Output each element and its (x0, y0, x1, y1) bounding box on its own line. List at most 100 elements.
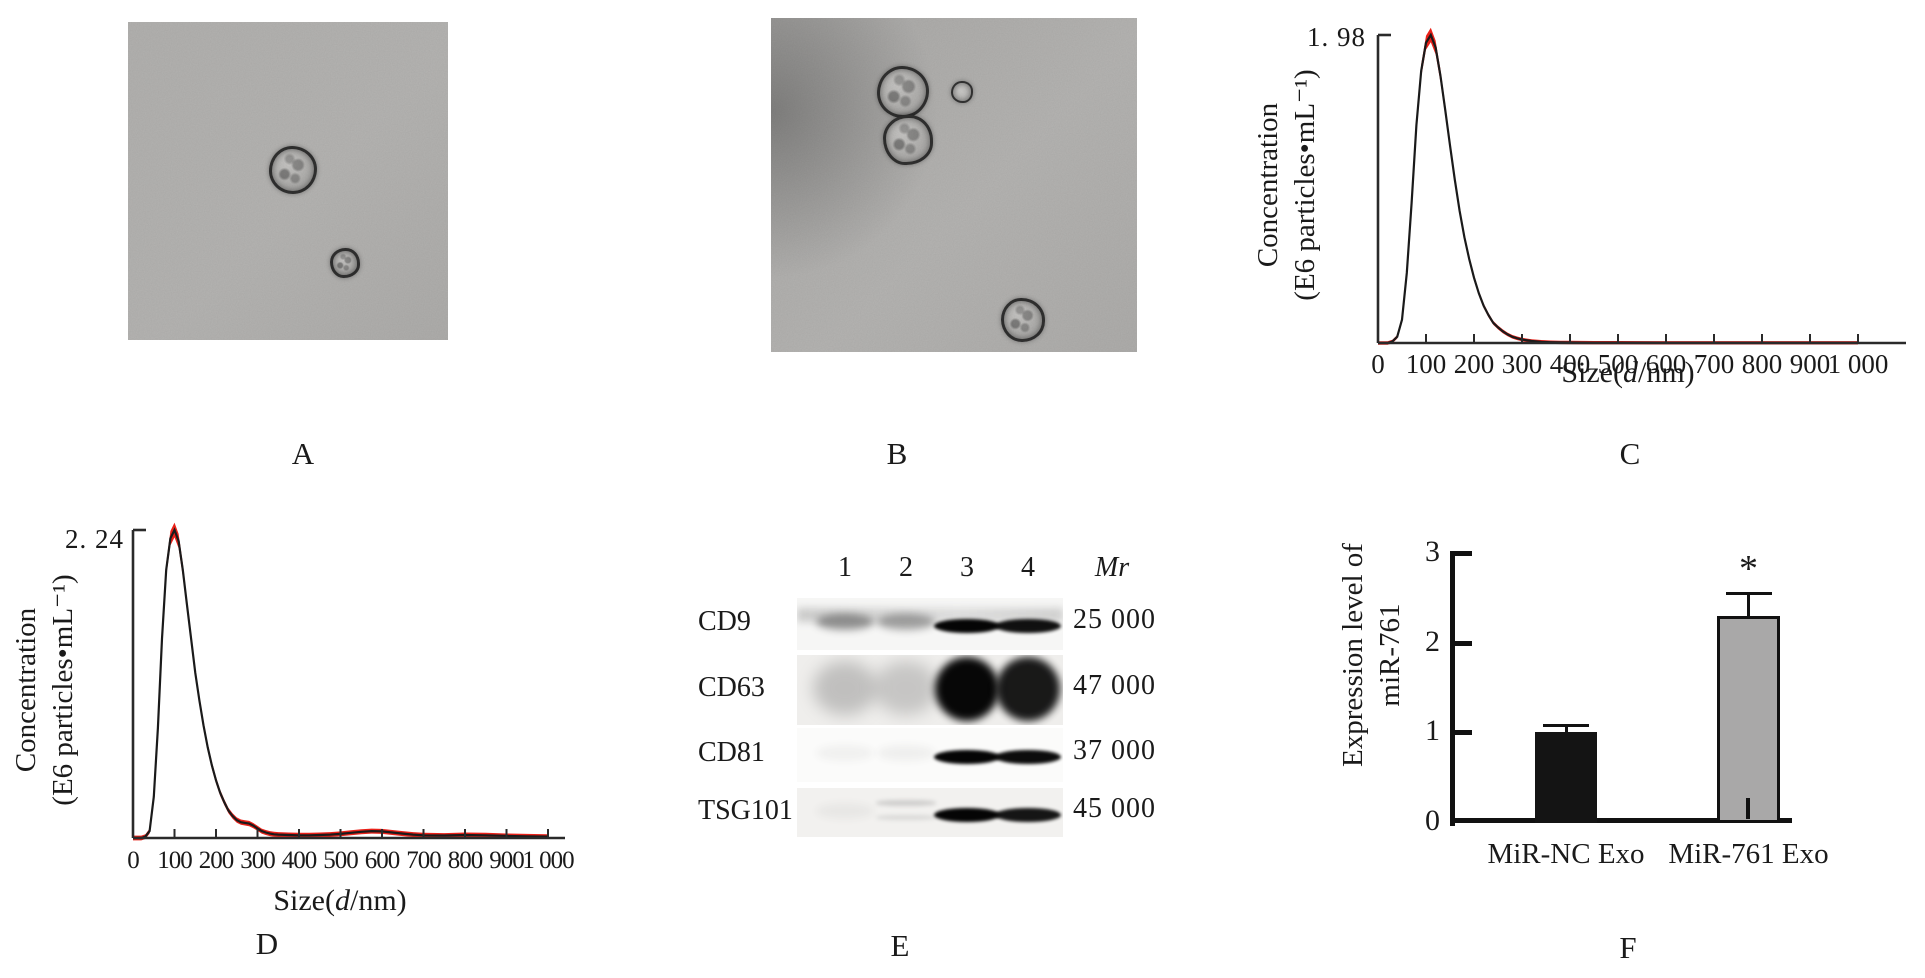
tem-noise-overlay (128, 22, 448, 340)
f-y-axis-label-line2: miR-761 (1374, 603, 1406, 707)
blot-band (934, 619, 1000, 633)
c-x-axis-label: Size(d/nm) (1498, 356, 1758, 390)
c-x-axis-label-post: /nm) (1637, 356, 1695, 389)
x-tick-label: 200 (199, 847, 234, 874)
mr-value: 47 000 (1073, 670, 1156, 701)
significance-asterisk: * (1739, 548, 1758, 591)
d-x-axis-label-pre: Size( (273, 884, 335, 917)
blot-band (813, 661, 877, 715)
blot-strip-cd81 (797, 728, 1063, 782)
blot-band (874, 661, 938, 715)
x-tick-label: 600 (1646, 349, 1687, 379)
x-tick-label: 800 (448, 847, 483, 874)
x-tick-label: 300 (1502, 349, 1543, 379)
blot-band (935, 657, 999, 721)
caption-b: B (886, 436, 908, 471)
mean-line (133, 527, 549, 840)
error-band (1378, 27, 1858, 345)
d-peak-value-label: 2. 24 (65, 524, 124, 554)
x-tick-label: 200 (1454, 349, 1495, 379)
x-tick-label: 500 (323, 847, 358, 874)
lane-header: 4 (1021, 552, 1035, 583)
f-x-axis (1450, 818, 1792, 823)
mr-column-header: Mr (1094, 552, 1130, 583)
c-x-axis-label-pre: Size( (1561, 356, 1623, 389)
mr-value: 45 000 (1073, 792, 1156, 824)
blot-band (816, 745, 874, 761)
blot-row-label: CD81 (698, 737, 765, 768)
x-tick-label: 900 (1790, 349, 1831, 379)
f-y-axis-label-line1: Expression level of (1337, 543, 1369, 767)
x-tick-label: 1 000 (1828, 349, 1889, 379)
d-x-axis-label: Size(d/nm) (205, 884, 475, 918)
blot-smear (797, 608, 1063, 622)
bar-mir-761-exo (1717, 615, 1780, 823)
blot-band (995, 807, 1061, 822)
c-peak-value-label: 1. 98 (1307, 22, 1366, 52)
lane-header: 1 (838, 552, 852, 583)
c-y-axis-label: Concentration (E6 particles•mL⁻¹) (1247, 15, 1327, 355)
f-inner-tick-artifact (1746, 798, 1750, 819)
c-x-axis-label-d: d (1622, 356, 1638, 389)
mean-line (1378, 32, 1858, 345)
d-x-axis-label-d: d (334, 884, 350, 917)
x-tick-label: 300 (240, 847, 275, 874)
blot-band (816, 802, 874, 819)
caption-d: D (255, 926, 279, 961)
blot-strip-cd9 (797, 598, 1063, 650)
tem-image-b (771, 18, 1137, 352)
mr-value: 37 000 (1073, 735, 1156, 766)
blot-band (934, 807, 1000, 822)
blot-band (877, 745, 935, 761)
f-y-axis-label: Expression level of miR-761 (1332, 485, 1412, 825)
x-tick-label: 900 (489, 847, 524, 874)
blot-band (816, 614, 874, 630)
blot-band (876, 815, 936, 820)
x-tick-label: 100 (1406, 349, 1447, 379)
caption-c: C (1619, 436, 1641, 471)
x-tick-label: 500 (1598, 349, 1639, 379)
d-y-axis-label-line2: (E6 particles•mL⁻¹) (47, 574, 79, 806)
f-y-tick (1455, 640, 1472, 646)
caption-a: A (291, 436, 315, 471)
x-tick-label: 400 (1550, 349, 1591, 379)
error-bar-line (1747, 593, 1750, 616)
c-y-axis-label-line2: (E6 particles•mL⁻¹) (1289, 69, 1321, 301)
c-y-axis-label-line1: Concentration (1252, 102, 1284, 268)
d-y-axis-label-line1: Concentration (10, 607, 42, 773)
blot-row-label: TSG101 (698, 794, 793, 826)
lane-header: 2 (899, 552, 913, 583)
d-x-axis-label-post: /nm) (349, 884, 407, 917)
blot-row-label: CD63 (698, 672, 765, 703)
blot-band (934, 750, 1000, 764)
x-tick-label: 0 (1371, 349, 1385, 379)
blot-row-label: CD9 (698, 606, 751, 637)
error-bar-line (1564, 725, 1568, 733)
error-band (133, 522, 548, 841)
tem-noise-overlay (771, 18, 1137, 352)
error-bar-cap (1543, 724, 1589, 728)
caption-f: F (1619, 930, 1637, 965)
f-category-label: MiR-761 Exo (1668, 838, 1829, 870)
bar-mir-nc-exo (1535, 732, 1597, 823)
blot-band (876, 800, 936, 806)
f-y-tick (1455, 730, 1472, 736)
f-category-label: MiR-NC Exo (1487, 838, 1645, 870)
f-y-axis (1450, 551, 1455, 826)
x-tick-label: 700 (1694, 349, 1735, 379)
x-tick-label: 100 (157, 847, 192, 874)
blot-band (995, 619, 1061, 633)
blot-band (996, 657, 1060, 721)
x-tick-label: 0 (127, 847, 139, 874)
x-tick-label: 1 000 (522, 847, 574, 874)
d-y-axis-label: Concentration (E6 particles•mL⁻¹) (5, 520, 85, 860)
mr-value: 25 000 (1073, 604, 1156, 635)
blot-strip-tsg101 (797, 788, 1063, 837)
x-tick-label: 800 (1742, 349, 1783, 379)
x-tick-label: 600 (365, 847, 400, 874)
blot-strip-cd63 (797, 655, 1063, 725)
x-tick-label: 700 (406, 847, 441, 874)
f-y-tick (1455, 551, 1472, 556)
